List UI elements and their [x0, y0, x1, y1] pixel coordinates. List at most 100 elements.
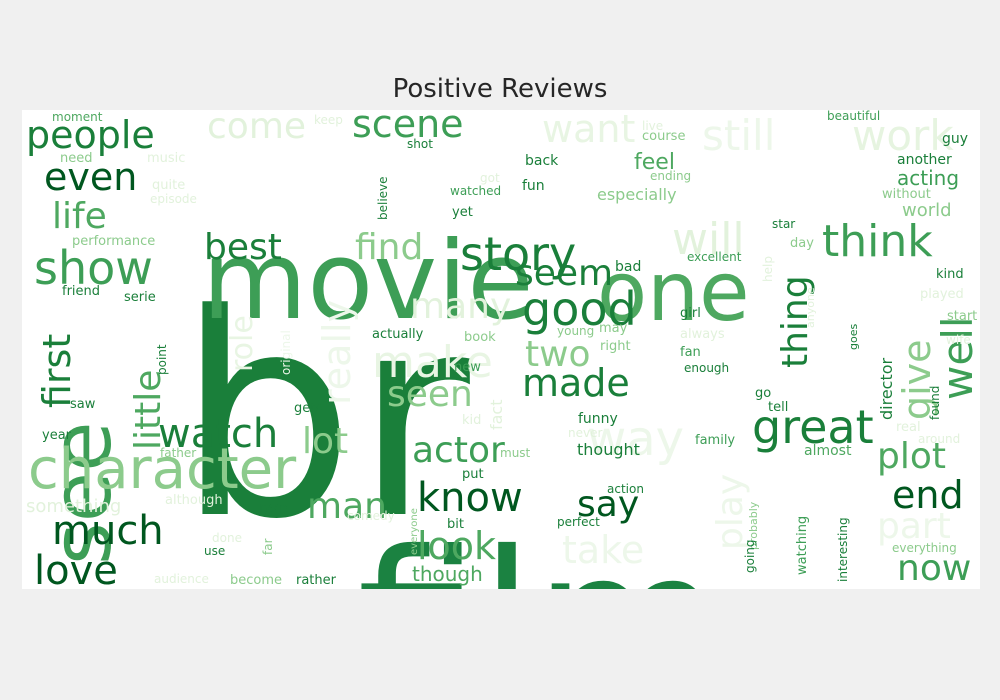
word-tell: tell	[768, 400, 788, 415]
word-young: young	[557, 324, 594, 338]
word-though: though	[412, 562, 483, 586]
word-lot: lot	[302, 421, 348, 462]
word-cloud-canvas: brfilmmovieoneseetimecharacterstorygoodm…	[26, 110, 980, 589]
word-think: think	[822, 216, 933, 267]
word-without: without	[882, 187, 931, 202]
word-take: take	[562, 528, 644, 572]
word-goes: goes	[847, 324, 860, 350]
word-cloud: brfilmmovieoneseetimecharacterstorygoodm…	[22, 110, 980, 589]
word-interesting: interesting	[836, 517, 850, 582]
word-always: always	[680, 327, 725, 342]
word-right: right	[600, 339, 631, 354]
word-know: know	[417, 475, 523, 521]
word-anyone: anyone	[804, 287, 817, 328]
word-fun: fun	[522, 178, 545, 194]
word-love: love	[34, 548, 118, 589]
word-probably: probably	[747, 501, 760, 550]
word-music: music	[147, 151, 185, 166]
word-little: little	[128, 370, 169, 450]
word-thought: thought	[577, 440, 640, 459]
word-live: live	[642, 119, 663, 133]
word-make: make	[372, 337, 493, 388]
word-audience: audience	[154, 572, 209, 586]
word-wife: wife	[946, 333, 971, 347]
word-watched: watched	[450, 184, 501, 198]
word-around: around	[918, 432, 960, 446]
word-may: may	[599, 321, 628, 336]
word-beautiful: beautiful	[827, 110, 880, 123]
word-watching: watching	[795, 516, 810, 575]
word-scene: scene	[352, 110, 464, 146]
word-dvd: DVD	[259, 503, 288, 518]
word-man: man	[307, 486, 387, 527]
word-family: family	[695, 433, 735, 448]
word-even: even	[44, 155, 137, 199]
word-character: character	[28, 437, 297, 502]
word-look: look	[417, 524, 496, 568]
word-work: work	[852, 111, 954, 160]
word-use: use	[204, 544, 225, 558]
word-director: director	[877, 357, 896, 420]
word-excellent: excellent	[687, 250, 742, 264]
word-book: book	[464, 330, 496, 345]
word-quite: quite	[152, 178, 185, 193]
word-going: going	[743, 539, 757, 573]
word-now: now	[897, 548, 971, 589]
word-come: come	[207, 110, 306, 147]
word-kid: kid	[462, 413, 481, 428]
word-start: start	[947, 309, 977, 324]
word-watch: watch	[158, 411, 278, 457]
word-become: become	[230, 573, 282, 588]
word-funny: funny	[578, 411, 618, 427]
word-plot: plot	[877, 436, 946, 477]
word-original: original	[279, 330, 293, 375]
word-another: another	[897, 152, 952, 168]
word-need: need	[60, 151, 93, 166]
word-thing: thing	[775, 275, 816, 368]
chart-title: Positive Reviews	[392, 74, 608, 104]
word-put: put	[462, 467, 484, 482]
word-give: give	[895, 339, 939, 420]
word-people: people	[26, 113, 155, 157]
word-best: best	[204, 227, 282, 268]
word-action: action	[607, 482, 644, 496]
word-part: part	[877, 506, 951, 547]
word-great: great	[752, 400, 874, 454]
word-played: played	[920, 287, 964, 302]
word-enough: enough	[684, 361, 729, 375]
word-believe: believe	[376, 176, 390, 220]
word-role: role	[225, 315, 260, 372]
word-well: well	[933, 316, 980, 400]
word-really: really	[315, 300, 359, 405]
word-fan: fan	[680, 345, 701, 360]
word-help: help	[761, 256, 775, 282]
word-gets: gets	[294, 401, 322, 416]
word-seem: seem	[515, 253, 613, 294]
word-br: br	[177, 255, 473, 581]
word-perfect: perfect	[557, 515, 600, 529]
word-world: world	[902, 200, 952, 221]
word-real: real	[896, 420, 921, 435]
word-actor: actor	[412, 430, 505, 471]
word-yet: yet	[452, 205, 473, 220]
word-will: will	[672, 214, 745, 265]
word-girl: girl	[680, 306, 701, 321]
word-much: much	[52, 508, 164, 554]
word-go: go	[755, 386, 771, 401]
word-many: many	[410, 286, 511, 327]
word-show: show	[34, 241, 153, 295]
word-end: end	[892, 473, 964, 517]
word-bad: bad	[615, 259, 641, 275]
word-still: still	[702, 111, 775, 160]
word-got: got	[480, 171, 500, 185]
word-kind: kind	[936, 267, 964, 282]
word-acting: acting	[897, 166, 959, 190]
word-new: new	[454, 360, 481, 375]
word-rather: rather	[296, 573, 337, 588]
word-done: done	[212, 531, 242, 545]
word-say: say	[577, 484, 639, 525]
word-ending: ending	[650, 169, 691, 183]
word-story: story	[460, 227, 576, 281]
word-guy: guy	[942, 131, 968, 147]
word-far: far	[261, 538, 275, 555]
